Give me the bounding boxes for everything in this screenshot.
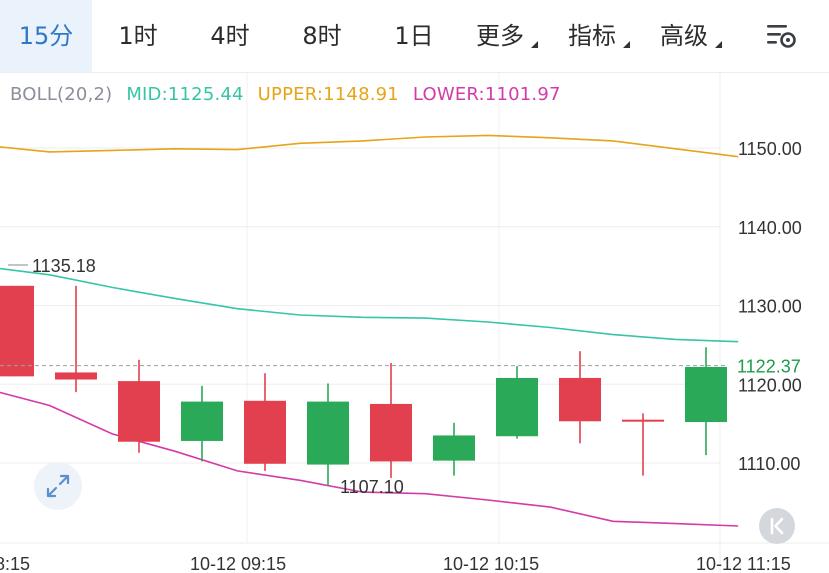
expand-icon: [46, 474, 70, 498]
x-tick-label: 10-12 09:15: [190, 554, 286, 573]
dropdown-caret-icon: [715, 41, 722, 48]
candle-body: [181, 401, 223, 441]
candle-body: [55, 372, 97, 380]
tab-indicators[interactable]: 指标: [564, 0, 630, 72]
interval-tab-bar: 15分 1时 4时 8时 1日 更多 指标 高级: [0, 0, 829, 72]
tab-label: 4时: [210, 22, 250, 50]
candle: [622, 413, 664, 476]
candle: [370, 362, 412, 478]
x-tick-label: 10-12 10:15: [443, 554, 539, 573]
y-tick-label: 1110.00: [738, 454, 800, 474]
tab-15min[interactable]: 15分: [0, 0, 92, 72]
y-tick-label: 1130.00: [738, 297, 802, 317]
tab-8h[interactable]: 8时: [292, 0, 352, 72]
tab-label: 指标: [568, 22, 616, 50]
candle: [244, 373, 286, 471]
candle-body: [244, 400, 286, 464]
low-annotation: 1107.10: [340, 477, 404, 497]
current-price-tag-bg: [728, 350, 829, 381]
candle: [307, 383, 349, 486]
current-price-label: 1122.37: [737, 357, 801, 377]
tab-label: 8时: [302, 22, 342, 50]
x-tick-label: 08:15: [0, 554, 30, 573]
candle: [685, 347, 727, 456]
boll-mid-line: [0, 267, 739, 343]
candle-body: [433, 435, 475, 461]
jump-to-latest-button[interactable]: [759, 508, 795, 544]
boll-legend-lower: LOWER:1101.97: [412, 84, 561, 105]
high-annotation: 1135.18: [32, 256, 96, 276]
candle: [496, 366, 538, 439]
candle: [559, 351, 601, 444]
candlestick-chart[interactable]: 1122.37 1110.00 1120.00 1130.00 1140.00 1150.…: [0, 73, 829, 573]
boll-upper-line: [0, 134, 739, 158]
chart-settings-button[interactable]: [760, 20, 800, 52]
candle: [55, 285, 97, 393]
candle-body: [496, 377, 538, 437]
tab-label: 1时: [118, 22, 158, 50]
tab-label: 更多: [476, 22, 524, 50]
y-tick-label: 1140.00: [738, 218, 802, 238]
candle: [118, 359, 160, 453]
candle-body: [370, 403, 412, 462]
y-tick-label: 1150.00: [738, 139, 802, 159]
tab-divider: [0, 72, 829, 73]
candle-body: [0, 285, 34, 377]
boll-legend-name: BOLL(20,2): [10, 84, 113, 105]
candle-body: [622, 419, 664, 422]
candle: [433, 422, 475, 476]
price-axis-background: [721, 73, 829, 573]
candle: [0, 285, 34, 377]
dropdown-caret-icon: [531, 41, 538, 48]
dropdown-caret-icon: [623, 41, 630, 48]
candle-body: [307, 401, 349, 465]
chart-settings-icon: [767, 25, 796, 48]
tab-label: 高级: [660, 22, 708, 50]
tab-advanced[interactable]: 高级: [656, 0, 722, 72]
candle-body: [685, 366, 727, 423]
candle-body: [559, 377, 601, 422]
candle: [181, 385, 223, 462]
boll-legend-mid: MID:1125.44: [126, 84, 244, 105]
candle-body: [118, 381, 160, 442]
boll-lower-line: [0, 391, 739, 527]
tab-more[interactable]: 更多: [472, 0, 538, 72]
y-tick-label: 1120.00: [738, 375, 802, 395]
tab-4h[interactable]: 4时: [200, 0, 260, 72]
tab-1h[interactable]: 1时: [108, 0, 168, 72]
boll-legend: BOLL(20,2) MID:1125.44 UPPER:1148.91 LOW…: [10, 84, 569, 105]
jump-to-latest-icon: [770, 517, 784, 535]
tab-label: 1日: [394, 22, 434, 50]
tab-1d[interactable]: 1日: [384, 0, 444, 72]
tab-label: 15分: [18, 22, 74, 50]
expand-chart-button[interactable]: [34, 462, 82, 510]
boll-legend-upper: UPPER:1148.91: [257, 84, 399, 105]
x-tick-label: 10-12 11:15: [696, 554, 791, 573]
